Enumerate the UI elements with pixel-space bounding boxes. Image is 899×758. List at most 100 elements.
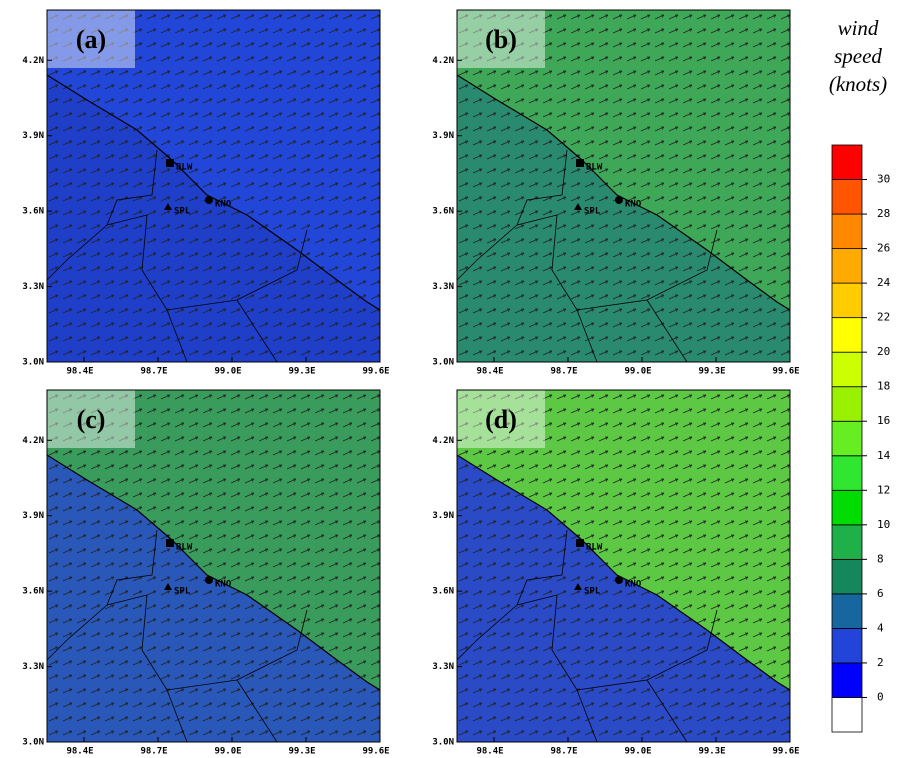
colorbar-label: 20	[877, 345, 890, 358]
colorbar-label: 18	[877, 380, 890, 393]
colorbar-label: 16	[877, 414, 890, 427]
colorbar-segment	[831, 593, 863, 629]
y-tick-label: 3.9N	[432, 131, 454, 141]
x-tick-label: 98.4E	[66, 747, 93, 757]
x-tick-label: 98.7E	[140, 367, 167, 377]
map-frame	[456, 389, 791, 743]
station-marker	[166, 539, 174, 547]
colorbar-segment	[831, 524, 863, 560]
x-tick-label: 99.6E	[772, 367, 799, 377]
station-label: KNO	[215, 580, 232, 590]
label-box	[47, 10, 135, 68]
colorbar-label: 10	[877, 518, 890, 531]
station-marker	[205, 196, 213, 204]
colorbar-segment	[831, 489, 863, 526]
x-tick-label: 99.0E	[214, 747, 241, 757]
label-box	[457, 390, 545, 448]
y-tick-label: 3.3N	[22, 282, 44, 292]
colorbar-title: speed	[834, 44, 882, 68]
x-tick-label: 98.4E	[476, 747, 503, 757]
y-tick-label: 3.0N	[22, 738, 44, 748]
panel-label: (c)	[77, 405, 106, 434]
label-box	[457, 10, 545, 68]
station-marker	[576, 539, 584, 547]
colorbar-title: (knots)	[829, 72, 887, 96]
colorbar-label: 22	[877, 311, 890, 324]
x-tick-label: 98.7E	[140, 747, 167, 757]
y-tick-label: 3.6N	[432, 587, 454, 597]
coastline	[46, 454, 381, 691]
colorbar-segment	[831, 144, 863, 180]
y-tick-label: 3.9N	[432, 511, 454, 521]
colorbar-segment	[831, 317, 863, 353]
y-tick-label: 4.2N	[22, 436, 44, 446]
colorbar-label: 8	[877, 552, 884, 565]
colorbar-label: 4	[877, 621, 884, 634]
y-tick-label: 3.0N	[432, 738, 454, 748]
y-tick-label: 3.6N	[22, 587, 44, 597]
label-box	[47, 390, 135, 448]
station-marker	[615, 576, 623, 584]
map-panel: (b) BLW SPL KNO 98.4E 98.7E 99.0E 99.3E 99.6E 3.0…	[432, 9, 800, 377]
y-tick-label: 3.3N	[432, 662, 454, 672]
x-tick-label: 98.4E	[66, 367, 93, 377]
x-tick-label: 99.3E	[288, 367, 315, 377]
colorbar-segment	[831, 179, 863, 215]
station-marker	[574, 583, 582, 590]
x-tick-label: 98.4E	[476, 367, 503, 377]
station-label: KNO	[215, 200, 232, 210]
colorbar-label: 24	[877, 276, 891, 289]
station-marker	[576, 159, 584, 167]
colorbar-label: 30	[877, 173, 890, 186]
colorbar-label: 14	[877, 449, 891, 462]
x-tick-label: 99.0E	[214, 367, 241, 377]
x-tick-label: 99.3E	[698, 747, 725, 757]
y-tick-label: 3.6N	[432, 207, 454, 217]
colorbar-segment	[831, 628, 863, 664]
colorbar-segment	[831, 248, 863, 284]
station-label: SPL	[174, 587, 191, 597]
y-tick-label: 3.9N	[22, 511, 44, 521]
station-label: BLW	[176, 543, 193, 553]
x-tick-label: 99.3E	[698, 367, 725, 377]
station-label: BLW	[586, 163, 603, 173]
x-tick-label: 99.6E	[362, 367, 389, 377]
x-tick-label: 99.3E	[288, 747, 315, 757]
panel-label: (b)	[485, 25, 517, 54]
x-tick-label: 98.7E	[550, 367, 577, 377]
y-tick-label: 4.2N	[22, 56, 44, 66]
colorbar-segment	[831, 213, 863, 249]
boundary	[456, 529, 718, 743]
station-marker	[615, 196, 623, 204]
station-label: SPL	[584, 587, 601, 597]
colorbar-segment	[831, 697, 863, 733]
station-label: SPL	[584, 207, 601, 217]
station-label: SPL	[174, 207, 191, 217]
colorbar-label: 28	[877, 207, 890, 220]
station-label: KNO	[625, 200, 642, 210]
colorbar-title: wind	[838, 16, 879, 40]
colorbar-segment	[831, 662, 863, 698]
coastline	[46, 74, 381, 311]
y-tick-label: 3.0N	[432, 358, 454, 368]
coastline	[456, 74, 791, 311]
y-tick-label: 3.0N	[22, 358, 44, 368]
colorbar-label: 2	[877, 656, 884, 669]
boundary	[46, 529, 308, 743]
colorbar-segment	[831, 351, 863, 388]
x-tick-label: 99.6E	[772, 747, 799, 757]
colorbar-label: 12	[877, 483, 890, 496]
map-frame	[456, 9, 791, 363]
station-marker	[166, 159, 174, 167]
y-tick-label: 3.6N	[22, 207, 44, 217]
colorbar-segment	[831, 558, 863, 595]
colorbar-label: 6	[877, 587, 884, 600]
boundary	[456, 149, 718, 363]
station-marker	[164, 203, 172, 210]
x-tick-label: 99.6E	[362, 747, 389, 757]
colorbar-segment	[831, 420, 863, 457]
panel-label: (a)	[76, 25, 106, 54]
map-panel: (c) BLW SPL KNO 98.4E 98.7E 99.0E 99.3E 99.6E 3.0…	[22, 389, 390, 757]
y-tick-label: 4.2N	[432, 56, 454, 66]
coastline	[456, 454, 791, 691]
